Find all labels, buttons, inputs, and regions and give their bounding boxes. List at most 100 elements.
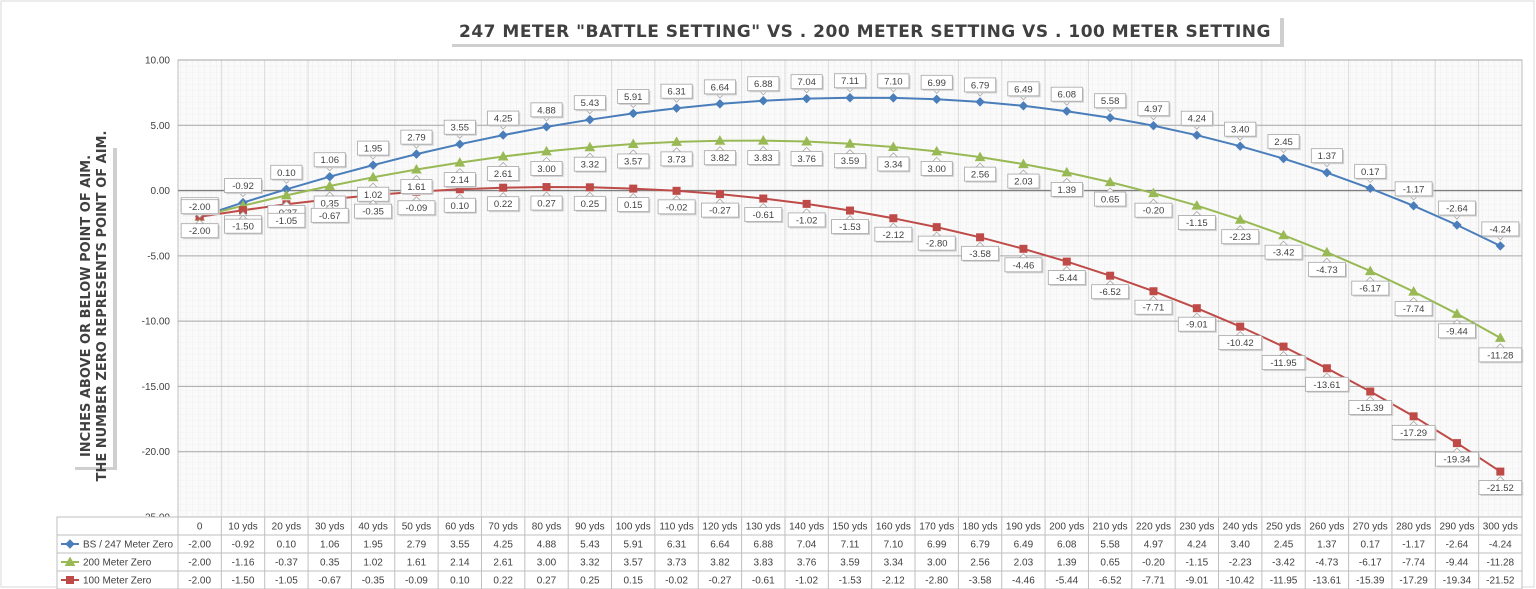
data-label-box bbox=[874, 226, 913, 242]
table-cell: -21.52 bbox=[1486, 576, 1515, 587]
ylabel-group: INCHES ABOVE OR BELOW POINT OF AIM. THE N… bbox=[79, 131, 110, 482]
plot-area bbox=[177, 59, 1523, 518]
data-label-box bbox=[790, 151, 823, 166]
table-cell: 6.64 bbox=[710, 540, 730, 551]
table-header-cell: 290 yds bbox=[1439, 522, 1474, 533]
data-point-2 bbox=[1496, 467, 1505, 476]
data-label-box bbox=[703, 79, 736, 95]
y-tick-label: -15.00 bbox=[142, 382, 171, 393]
table-cell: -0.02 bbox=[665, 576, 688, 587]
data-label: -9.44 bbox=[1446, 326, 1468, 337]
data-label-box bbox=[831, 219, 869, 234]
data-label: 3.00 bbox=[927, 164, 946, 175]
data-point-1 bbox=[1104, 176, 1116, 187]
data-label: 7.11 bbox=[841, 76, 859, 87]
data-label: 3.83 bbox=[754, 153, 773, 164]
y-axis-label-line1: INCHES ABOVE OR BELOW POINT OF AIM. bbox=[79, 155, 94, 457]
data-label-box bbox=[1134, 202, 1173, 218]
table-header-cell: 70 yds bbox=[488, 522, 517, 533]
data-label: -17.29 bbox=[1400, 428, 1427, 439]
data-point-1 bbox=[1191, 200, 1203, 210]
table-cell: 6.08 bbox=[1057, 540, 1077, 551]
data-label: 3.34 bbox=[884, 159, 903, 170]
table-cell: -3.42 bbox=[1272, 558, 1295, 569]
table-cell: -0.35 bbox=[362, 576, 385, 587]
data-label: -19.34 bbox=[1443, 455, 1470, 466]
table-header-cell: 60 yds bbox=[445, 522, 474, 533]
y-axis-label-line2: THE NUMBER ZERO REPRESENTS POINT OF AIM. bbox=[95, 131, 110, 482]
data-point-0 bbox=[585, 114, 595, 125]
data-point-0 bbox=[671, 103, 682, 113]
data-label: 3.59 bbox=[841, 156, 860, 167]
data-label: -2.64 bbox=[1446, 204, 1468, 215]
data-label: -1.50 bbox=[232, 222, 254, 233]
data-point-2 bbox=[542, 183, 551, 192]
table-header-cell: 190 yds bbox=[1006, 522, 1041, 533]
data-label: -2.12 bbox=[883, 230, 905, 241]
y-tick-label: 10.00 bbox=[145, 56, 170, 67]
data-point-2 bbox=[715, 190, 724, 199]
data-point-2 bbox=[932, 223, 941, 232]
data-point-1 bbox=[497, 150, 509, 161]
data-label: 2.14 bbox=[451, 175, 470, 186]
table-cell: 1.61 bbox=[407, 558, 427, 569]
data-label: 4.97 bbox=[1144, 104, 1163, 115]
data-label-box bbox=[1478, 480, 1523, 495]
data-point-0 bbox=[541, 122, 552, 132]
data-label-box bbox=[834, 73, 867, 89]
data-label: -0.02 bbox=[666, 202, 688, 213]
data-point-1 bbox=[1148, 187, 1159, 198]
table-cell: 5.43 bbox=[580, 540, 600, 551]
data-point-0 bbox=[1105, 113, 1115, 123]
data-label-box bbox=[1264, 244, 1303, 260]
table-cell: 7.11 bbox=[841, 540, 860, 551]
data-label: 1.37 bbox=[1318, 151, 1337, 162]
table-cell: -11.28 bbox=[1487, 558, 1515, 569]
table-cell: -7.71 bbox=[1142, 576, 1165, 587]
table-cell: 3.73 bbox=[667, 558, 687, 569]
data-point-1 bbox=[1234, 214, 1246, 224]
table-cell: 5.58 bbox=[1100, 540, 1120, 551]
data-label-box bbox=[180, 223, 219, 239]
data-point-0 bbox=[845, 93, 855, 103]
data-point-0 bbox=[758, 96, 768, 106]
table-header-cell: 240 yds bbox=[1223, 522, 1258, 533]
table-cell: 3.83 bbox=[754, 558, 774, 569]
data-label: -0.20 bbox=[1143, 206, 1165, 217]
data-label-box bbox=[443, 172, 476, 188]
data-label: 3.76 bbox=[797, 154, 816, 165]
data-point-2 bbox=[1409, 412, 1418, 421]
data-label: 0.15 bbox=[624, 200, 643, 211]
table-cell: 2.45 bbox=[1274, 540, 1294, 551]
data-label-box bbox=[920, 160, 953, 176]
table-cell: 3.40 bbox=[1230, 540, 1250, 551]
data-label-box bbox=[917, 235, 956, 251]
table-header-cell: 50 yds bbox=[402, 522, 431, 533]
table-cell: 1.37 bbox=[1317, 540, 1337, 551]
data-label-box bbox=[1137, 101, 1170, 117]
data-point-2 bbox=[672, 186, 681, 195]
table-cell: -4.46 bbox=[1012, 576, 1035, 587]
data-label-box bbox=[790, 74, 823, 90]
data-point-0 bbox=[932, 94, 942, 105]
data-label-box bbox=[310, 207, 349, 223]
table-header-cell: 280 yds bbox=[1396, 522, 1431, 533]
legend-entry-0: BS / 247 Meter Zero bbox=[83, 540, 173, 551]
data-label-box bbox=[1134, 299, 1173, 315]
data-label-box bbox=[787, 212, 826, 228]
table-cell: -0.27 bbox=[709, 576, 732, 587]
data-label-box bbox=[354, 203, 392, 219]
data-label: 3.00 bbox=[537, 164, 556, 175]
data-point-1 bbox=[1321, 246, 1333, 257]
data-point-2 bbox=[1106, 271, 1115, 280]
data-label-box bbox=[1435, 451, 1479, 467]
table-cell: -1.17 bbox=[1402, 540, 1425, 551]
table-cell: -0.61 bbox=[752, 576, 775, 587]
data-point-2 bbox=[759, 194, 768, 203]
table-cell: 3.00 bbox=[927, 558, 947, 569]
data-label-box bbox=[1094, 93, 1127, 109]
table-cell: -4.24 bbox=[1489, 540, 1512, 551]
data-label-box bbox=[1091, 284, 1130, 300]
data-label: 6.79 bbox=[971, 80, 990, 91]
table-cell: 2.56 bbox=[970, 558, 990, 569]
